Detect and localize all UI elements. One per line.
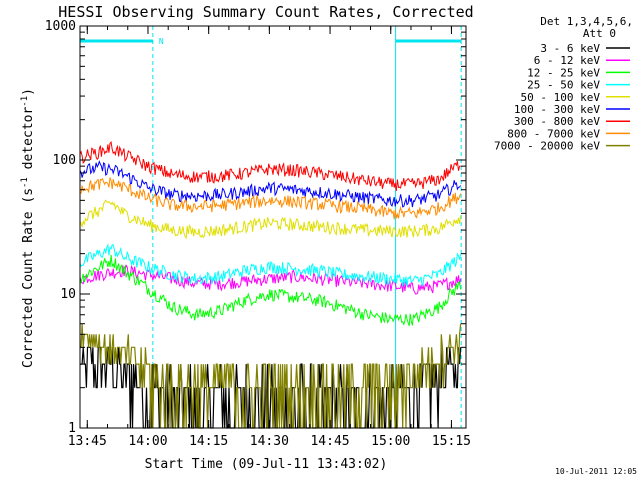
annotation-n: N [159,37,164,46]
legend-label-5: 100 - 300 keV [514,103,600,116]
x-tick-label-6: 15:15 [432,434,471,449]
legend-label-3: 25 - 50 keV [527,79,600,92]
plot-area: N 1 10 100 1000 13:45 14:00 14:15 14:30 14:45 15:0… [45,19,471,449]
x-tick-label-5: 15:00 [371,434,410,449]
x-tick-label-0: 13:45 [68,434,107,449]
series-line-4 [79,199,462,240]
legend-label-4: 50 - 100 keV [521,91,601,104]
chart-title: HESSI Observing Summary Count Rates, Cor… [58,3,473,21]
y-axis-label-part3: ) [21,88,36,96]
series-line-1 [79,264,462,295]
legend-header-line1: Det 1,3,4,5,6, [540,15,633,28]
y-axis-label-part1: Corrected Count Rate (s [21,188,36,368]
legend-label-0: 3 - 6 keV [540,42,600,55]
y-axis-label-sup1: -1 [20,177,30,188]
series-line-6 [79,140,461,191]
y-axis-label-sup2: -1 [20,96,30,107]
y-axis-label-part2: detector [21,107,36,178]
y-tick-label-2: 100 [53,153,76,168]
series-line-5 [79,160,462,208]
legend-label-6: 300 - 800 keV [514,115,600,128]
y-axis-label: Corrected Count Rate (s-1 detector-1) [20,88,36,368]
series-line-3 [79,243,462,288]
plot-frame [79,25,467,429]
y-tick-label-1: 10 [60,287,76,302]
legend-header-line2: Att 0 [583,27,616,40]
x-tick-label-3: 14:30 [250,434,289,449]
legend-label-1: 6 - 12 keV [534,54,601,67]
x-tick-label-2: 14:15 [189,434,228,449]
series-line-2 [79,254,462,326]
series-line-7 [79,177,462,220]
x-tick-label-1: 14:00 [128,434,167,449]
legend-label-8: 7000 - 20000 keV [494,140,600,153]
legend-label-7: 800 - 7000 keV [507,127,600,140]
legend-label-2: 12 - 25 keV [527,66,600,79]
x-tick-label-4: 14:45 [310,434,349,449]
series-line-8 [80,323,462,429]
y-tick-label-0: 1 [68,421,76,436]
footer-timestamp: 10-Jul-2011 12:05 [555,467,637,476]
x-axis-label: Start Time (09-Jul-11 13:43:02) [145,457,388,472]
y-tick-label-3: 1000 [45,19,76,34]
